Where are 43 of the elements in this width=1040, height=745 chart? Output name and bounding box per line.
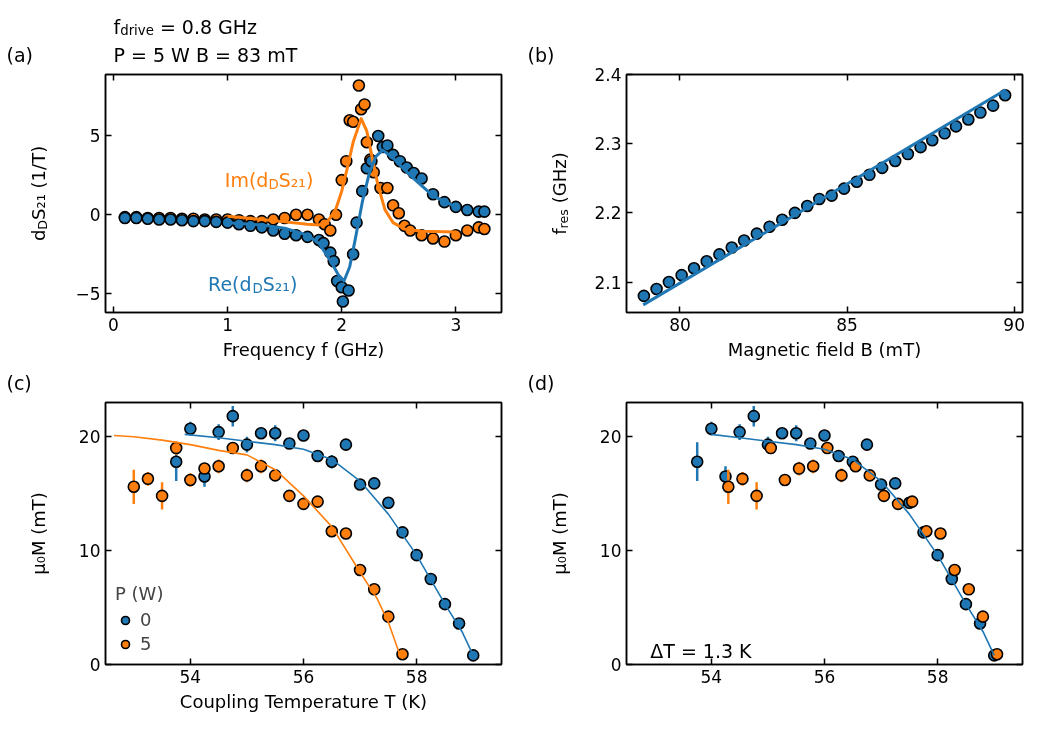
x-tick-label: 80 xyxy=(669,314,691,335)
x-tick-label: 1 xyxy=(222,314,234,335)
x-tick-label: 54 xyxy=(179,666,202,687)
y-tick-label: −5 xyxy=(75,284,101,305)
text: (b) xyxy=(527,43,555,66)
text: (d) xyxy=(527,371,555,394)
x-axis-title: Frequency f (GHz) xyxy=(222,338,385,360)
y-tick-label: 5 xyxy=(89,126,101,147)
x-tick-label: 56 xyxy=(813,666,836,687)
y-tick-label: 2.4 xyxy=(594,65,622,85)
x-axis-title: Coupling Temperature T (K) xyxy=(179,690,428,712)
y-tick-label: 20 xyxy=(599,427,622,448)
y-tick-label: 0 xyxy=(89,205,101,226)
y-axis-title: μ₀M (mT) xyxy=(28,492,49,575)
text: (a) xyxy=(6,43,33,66)
x-tick-label: 56 xyxy=(292,666,315,687)
x-tick-label: 58 xyxy=(405,666,428,687)
text: (c) xyxy=(6,371,32,394)
legend-label: 5 xyxy=(140,633,153,654)
y-axis-title: fres (GHz) xyxy=(549,152,571,235)
legend-title: P (W) xyxy=(115,583,164,604)
y-tick-label: 2.1 xyxy=(594,272,622,293)
x-tick-label: 2 xyxy=(336,314,348,335)
x-tick-label: 90 xyxy=(1003,314,1025,335)
y-tick-label: 2.3 xyxy=(594,134,622,155)
chart-subtitle: P = 5 W B = 83 mT xyxy=(113,43,298,66)
y-axis-title: μ₀M (mT) xyxy=(549,492,570,575)
y-tick-label: 10 xyxy=(599,541,622,562)
x-tick-label: 3 xyxy=(450,314,462,335)
y-axis-title: dDS₂₁ (1/T) xyxy=(28,145,50,242)
y-tick-label: 2.2 xyxy=(594,203,622,224)
y-tick-label: 10 xyxy=(78,541,101,562)
chart-title: fdrive = 0.8 GHz xyxy=(113,15,258,39)
x-tick-label: 54 xyxy=(700,666,723,687)
x-tick-label: 58 xyxy=(926,666,949,687)
series-label: Im(dDS₂₁) xyxy=(224,168,314,192)
annotation: ΔT = 1.3 K xyxy=(650,640,753,663)
legend-label: 0 xyxy=(140,609,153,630)
x-tick-label: 85 xyxy=(836,314,858,335)
series-label: Re(dDS₂₁) xyxy=(208,273,298,296)
x-axis-title: Magnetic field B (mT) xyxy=(727,338,922,360)
x-tick-label: 0 xyxy=(108,314,119,335)
y-tick-label: 20 xyxy=(78,427,101,448)
